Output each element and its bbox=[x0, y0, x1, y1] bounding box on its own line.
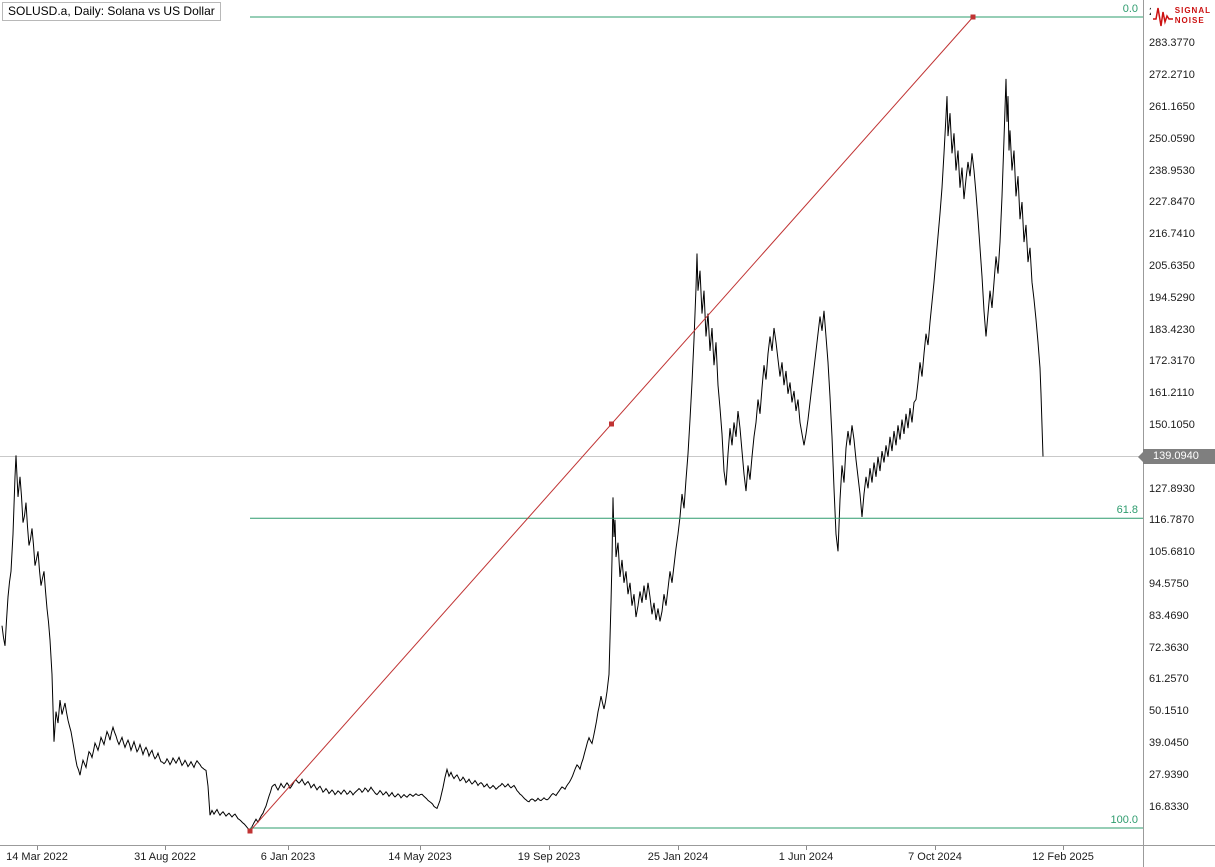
time-axis-label: 12 Feb 2025 bbox=[1032, 851, 1094, 863]
price-axis[interactable]: 294.4830283.3770272.2710261.1650250.0590… bbox=[1143, 0, 1215, 845]
price-axis-label: 216.7410 bbox=[1149, 228, 1195, 241]
price-axis-label: 194.5290 bbox=[1149, 291, 1195, 304]
price-axis-label: 283.3770 bbox=[1149, 37, 1195, 50]
time-axis-label: 14 May 2023 bbox=[388, 851, 452, 863]
time-axis-label: 25 Jan 2024 bbox=[647, 851, 709, 863]
price-axis-label: 72.3630 bbox=[1149, 641, 1189, 654]
signal-noise-logo: SIGNAL NOISE bbox=[1150, 2, 1213, 30]
price-axis-label: 61.2570 bbox=[1149, 673, 1189, 686]
price-axis-label: 94.5750 bbox=[1149, 577, 1189, 590]
time-axis-label: 19 Sep 2023 bbox=[517, 851, 581, 863]
trendline-handle-0[interactable] bbox=[247, 828, 253, 834]
time-axis-tick bbox=[806, 846, 807, 850]
trendline-handle-1[interactable] bbox=[609, 421, 614, 427]
fib-label-61.8: 61.8 bbox=[1116, 504, 1138, 517]
price-axis-label: 16.8330 bbox=[1149, 800, 1189, 813]
fib-label-100.0: 100.0 bbox=[1110, 813, 1138, 826]
price-axis-label: 127.8930 bbox=[1149, 482, 1195, 495]
time-axis-label: 31 Aug 2022 bbox=[134, 851, 196, 863]
price-axis-label: 272.2710 bbox=[1149, 69, 1195, 82]
price-axis-label: 172.3170 bbox=[1149, 355, 1195, 368]
fib-label-0.0: 0.0 bbox=[1122, 2, 1138, 15]
price-axis-label: 238.9530 bbox=[1149, 164, 1195, 177]
trendline-handle-2[interactable] bbox=[970, 14, 976, 20]
chart-plot-area[interactable] bbox=[0, 0, 1143, 845]
time-axis-tick bbox=[420, 846, 421, 850]
time-axis-tick bbox=[549, 846, 550, 850]
price-axis-label: 105.6810 bbox=[1149, 546, 1195, 559]
price-axis-label: 27.9390 bbox=[1149, 768, 1189, 781]
time-axis-label: 6 Jan 2023 bbox=[260, 851, 316, 863]
chart-title: SOLUSD.a, Daily: Solana vs US Dollar bbox=[2, 2, 221, 21]
time-axis-tick bbox=[1063, 846, 1064, 850]
price-axis-label: 261.1650 bbox=[1149, 101, 1195, 114]
logo-line1: SIGNAL bbox=[1174, 6, 1211, 15]
price-axis-label: 83.4690 bbox=[1149, 609, 1189, 622]
price-axis-label: 205.6350 bbox=[1149, 260, 1195, 273]
waveform-icon bbox=[1152, 7, 1173, 27]
time-axis-tick bbox=[165, 846, 166, 850]
time-axis[interactable]: 14 Mar 2022 31 Aug 2022 6 Jan 2023 14 May 2… bbox=[0, 845, 1215, 867]
price-axis-label: 50.1510 bbox=[1149, 705, 1189, 718]
price-axis-label: 227.8470 bbox=[1149, 196, 1195, 209]
price-series-line bbox=[1, 78, 1044, 832]
time-axis-tick bbox=[935, 846, 936, 850]
time-axis-tick bbox=[288, 846, 289, 850]
time-axis-label: 7 Oct 2024 bbox=[908, 851, 962, 863]
axis-corner bbox=[1143, 845, 1215, 867]
price-axis-label: 161.2110 bbox=[1149, 387, 1195, 400]
price-axis-label: 183.4230 bbox=[1149, 323, 1195, 336]
price-axis-label: 116.7870 bbox=[1149, 514, 1195, 527]
current-price-tag: 139.0940 bbox=[1138, 449, 1215, 465]
time-axis-tick bbox=[37, 846, 38, 850]
price-axis-label: 150.1050 bbox=[1149, 419, 1195, 431]
price-axis-label: 39.0450 bbox=[1149, 736, 1189, 749]
time-axis-label: 1 Jun 2024 bbox=[778, 851, 834, 863]
logo-line2: NOISE bbox=[1174, 16, 1205, 25]
time-axis-tick bbox=[678, 846, 679, 850]
price-axis-label: 250.0590 bbox=[1149, 132, 1195, 145]
time-axis-label: 14 Mar 2022 bbox=[6, 851, 68, 863]
